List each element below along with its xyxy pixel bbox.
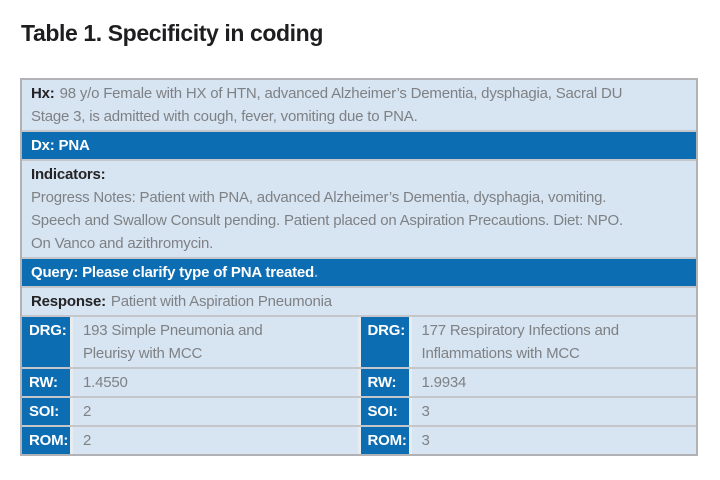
hx-label: Hx: bbox=[31, 85, 55, 102]
rw-value-right: 1.9934 bbox=[411, 369, 696, 396]
hx-row: Hx: 98 y/o Female with HX of HTN, advance… bbox=[22, 80, 696, 130]
rom-label-right: ROM: bbox=[360, 427, 409, 454]
dx-row: Dx: PNA bbox=[22, 132, 696, 159]
soi-label-right: SOI: bbox=[360, 398, 409, 425]
drg-row: DRG: 193 Simple Pneumonia and Pleurisy w… bbox=[22, 317, 696, 367]
hx-text: 98 y/o Female with HX of HTN, advanced A… bbox=[31, 85, 623, 125]
indicators-label: Indicators: bbox=[31, 166, 106, 183]
soi-value-right: 3 bbox=[411, 398, 696, 425]
query-period: . bbox=[314, 264, 318, 281]
specificity-table: Hx: 98 y/o Female with HX of HTN, advance… bbox=[20, 78, 698, 456]
indicators-text: Progress Notes: Patient with PNA, advanc… bbox=[31, 189, 623, 252]
rw-row: RW: 1.4550 RW: 1.9934 bbox=[22, 369, 696, 396]
soi-value-left: 2 bbox=[73, 398, 358, 425]
rw-label-left: RW: bbox=[22, 369, 70, 396]
indicators-row: Indicators: Progress Notes: Patient with … bbox=[22, 161, 696, 257]
response-text: Patient with Aspiration Pneumonia bbox=[110, 293, 332, 310]
drg-label-left: DRG: bbox=[22, 317, 70, 367]
rom-value-left: 2 bbox=[73, 427, 358, 454]
drg-label-right: DRG: bbox=[360, 317, 409, 367]
soi-row: SOI: 2 SOI: 3 bbox=[22, 398, 696, 425]
response-row: Response: Patient with Aspiration Pneumon… bbox=[22, 288, 696, 315]
rom-row: ROM: 2 ROM: 3 bbox=[22, 427, 696, 454]
rom-label-left: ROM: bbox=[22, 427, 70, 454]
dx-text: Dx: PNA bbox=[31, 137, 90, 154]
response-label: Response: bbox=[31, 293, 106, 310]
query-text: Query: Please clarify type of PNA treate… bbox=[31, 264, 315, 281]
query-row: Query: Please clarify type of PNA treate… bbox=[22, 259, 696, 286]
rw-label-right: RW: bbox=[360, 369, 409, 396]
rom-value-right: 3 bbox=[411, 427, 696, 454]
drg-value-right: 177 Respiratory Infections and Inflammat… bbox=[411, 317, 696, 367]
table-title: Table 1. Specificity in coding bbox=[21, 20, 323, 46]
drg-value-left: 193 Simple Pneumonia and Pleurisy with M… bbox=[73, 317, 358, 367]
rw-value-left: 1.4550 bbox=[73, 369, 358, 396]
soi-label-left: SOI: bbox=[22, 398, 70, 425]
